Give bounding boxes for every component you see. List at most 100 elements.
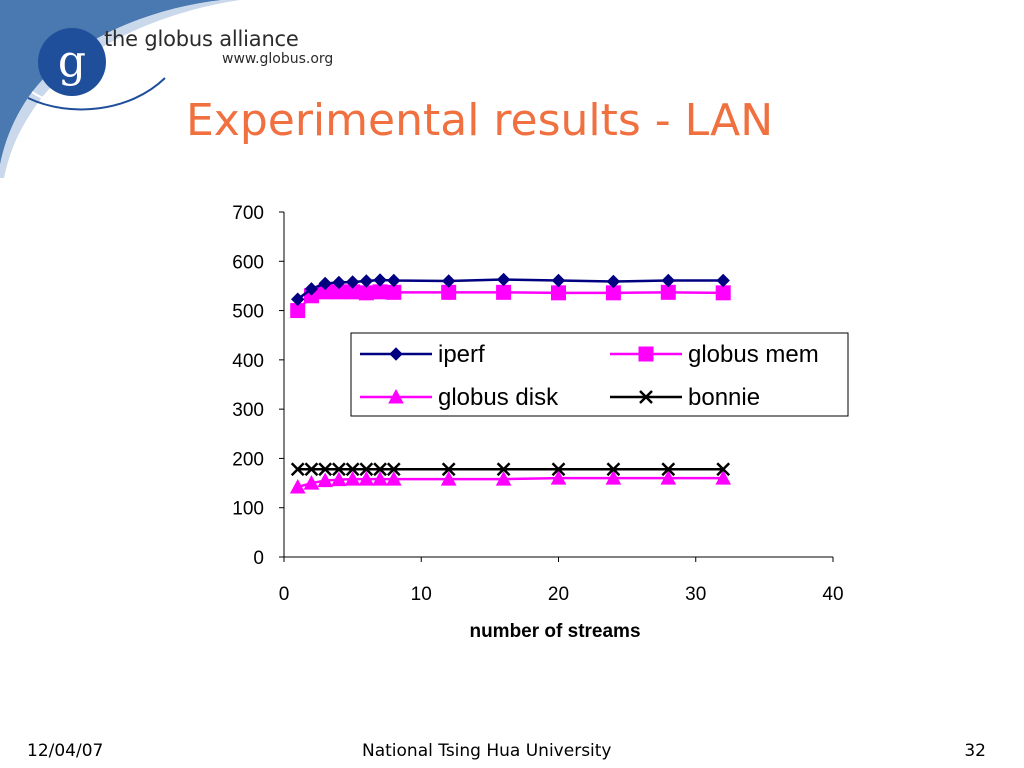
footer-page-number: 32 <box>964 741 986 761</box>
data-point-bonnie <box>606 462 621 477</box>
legend-label-iperf: iperf <box>438 341 485 368</box>
slide-title: Experimental results - LAN <box>186 95 774 146</box>
legend-box <box>350 332 849 417</box>
data-point-globus-disk <box>715 470 732 485</box>
data-point-iperf <box>291 292 305 306</box>
data-point-globus-mem <box>358 285 374 301</box>
data-point-bonnie-stroke <box>332 462 346 477</box>
x-axis-label: number of streams <box>469 621 640 642</box>
data-point-globus-mem <box>551 285 566 301</box>
data-point-iperf <box>551 273 566 288</box>
data-point-bonnie-stroke <box>318 462 333 477</box>
data-point-bonnie-stroke <box>606 462 621 477</box>
data-point-iperf <box>373 273 387 287</box>
data-point-bonnie-stroke <box>661 462 676 477</box>
data-point-globus-disk <box>495 471 512 486</box>
x-tick-label: 10 <box>411 584 432 605</box>
data-point-globus-disk <box>605 470 622 485</box>
data-point-globus-mem <box>715 285 731 301</box>
legend-label-bonnie: bonnie <box>688 384 760 411</box>
data-point-globus-disk <box>344 471 361 486</box>
data-point-bonnie <box>318 462 333 477</box>
legend-marker-globus-disk <box>388 388 404 404</box>
legend-label-globus-mem: globus mem <box>688 341 819 368</box>
data-point-bonnie-stroke <box>345 462 360 477</box>
data-point-iperf <box>387 273 401 288</box>
x-tick-label: 40 <box>822 584 843 605</box>
y-tick-label: 300 <box>232 400 264 421</box>
data-point-bonnie <box>373 462 387 477</box>
data-point-bonnie-stroke <box>386 462 401 477</box>
chart-axes: 0 100 200 300 400 500 600 700 0 10 20 30 40 <box>232 203 843 605</box>
legend-marker-globus-mem <box>638 346 654 362</box>
data-point-globus-disk <box>317 472 334 488</box>
data-point-bonnie <box>716 462 731 477</box>
data-point-iperf <box>318 276 332 291</box>
y-tick-label: 600 <box>232 252 264 273</box>
data-point-bonnie <box>345 462 360 477</box>
data-point-bonnie <box>441 462 456 477</box>
data-point-bonnie <box>332 462 346 477</box>
x-tick-label: 30 <box>685 584 706 605</box>
data-point-globus-disk <box>440 471 457 486</box>
header-corner-decoration: g <box>0 0 240 178</box>
y-tick-label: 100 <box>232 499 264 520</box>
y-tick-label: 500 <box>232 302 264 323</box>
data-point-globus-mem <box>386 284 402 300</box>
data-point-iperf <box>496 272 511 287</box>
data-point-globus-disk <box>358 471 375 486</box>
data-point-bonnie <box>359 462 374 477</box>
data-point-bonnie <box>304 462 319 477</box>
chart-plot-area <box>289 272 732 494</box>
org-name: the globus alliance <box>104 27 299 51</box>
data-point-globus-disk <box>372 471 388 486</box>
data-point-iperf <box>716 273 730 288</box>
data-point-iperf <box>359 274 374 288</box>
data-point-globus-disk <box>550 470 567 485</box>
data-point-globus-disk <box>303 475 320 490</box>
data-point-bonnie <box>496 462 511 477</box>
data-point-globus-mem <box>496 284 512 300</box>
data-point-globus-disk <box>385 471 402 486</box>
footer-organization: National Tsing Hua University <box>362 741 612 761</box>
data-point-globus-disk <box>660 470 677 485</box>
globus-swirl-logo: g <box>27 28 166 111</box>
data-point-bonnie-stroke <box>290 462 305 477</box>
logo-letter: g <box>58 36 86 87</box>
data-point-iperf <box>304 282 319 296</box>
data-point-globus-mem <box>372 284 388 300</box>
data-point-globus-disk <box>289 478 306 494</box>
data-point-bonnie-stroke <box>441 462 456 477</box>
y-tick-label: 200 <box>232 449 264 470</box>
y-tick-label: 0 <box>253 548 264 569</box>
data-point-bonnie-stroke <box>359 462 374 477</box>
x-tick-label: 20 <box>548 584 569 605</box>
data-point-iperf <box>332 275 346 290</box>
data-point-bonnie <box>290 462 305 477</box>
data-point-iperf <box>606 274 621 289</box>
corner-light-swoosh <box>0 0 240 178</box>
data-point-iperf <box>441 274 456 288</box>
data-point-iperf <box>345 275 360 289</box>
footer-date: 12/04/07 <box>27 741 104 761</box>
y-tick-label: 400 <box>232 351 264 372</box>
legend-label-globus-disk: globus disk <box>438 384 559 411</box>
data-point-bonnie-stroke <box>373 462 387 477</box>
chart-legend: iperf globus mem globus disk bonnie <box>350 332 849 417</box>
x-tick-label: 0 <box>279 584 290 605</box>
data-point-bonnie-stroke <box>551 462 566 477</box>
legend-marker-bonnie <box>639 390 653 404</box>
data-point-bonnie-stroke <box>496 462 511 477</box>
data-point-globus-disk <box>331 471 347 487</box>
data-point-bonnie-stroke <box>304 462 319 477</box>
data-point-bonnie <box>386 462 401 477</box>
data-point-bonnie <box>551 462 566 477</box>
legend-marker-iperf <box>389 347 403 361</box>
data-point-bonnie-stroke <box>716 462 731 477</box>
data-point-globus-mem <box>660 284 676 300</box>
y-tick-label: 700 <box>232 203 264 224</box>
org-url: www.globus.org <box>222 51 334 67</box>
data-point-bonnie <box>661 462 676 477</box>
legend-marker-bonnie-stroke <box>639 390 653 404</box>
